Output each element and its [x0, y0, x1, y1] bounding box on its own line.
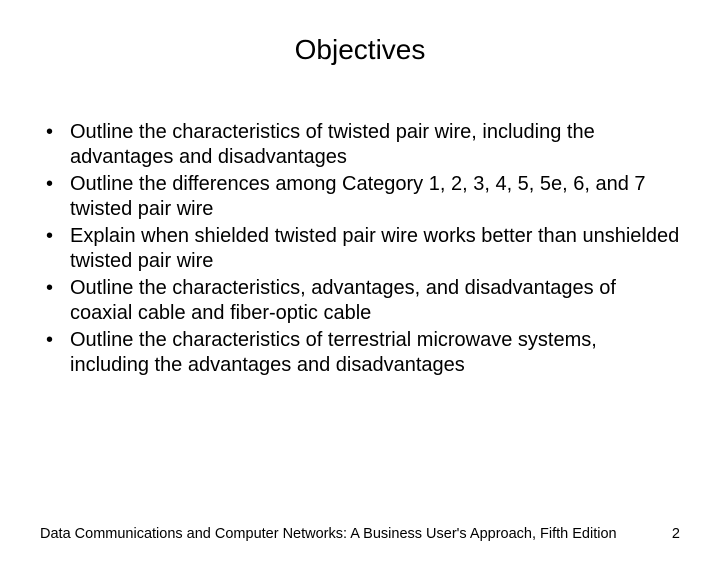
list-item: Outline the characteristics of twisted p… [40, 120, 680, 170]
slide-title: Objectives [0, 34, 720, 66]
list-item: Explain when shielded twisted pair wire … [40, 224, 680, 274]
list-item: Outline the characteristics, advantages,… [40, 276, 680, 326]
slide: Objectives Outline the characteristics o… [0, 34, 720, 574]
list-item: Outline the differences among Category 1… [40, 172, 680, 222]
list-item: Outline the characteristics of terrestri… [40, 328, 680, 378]
objectives-list: Outline the characteristics of twisted p… [0, 120, 720, 378]
